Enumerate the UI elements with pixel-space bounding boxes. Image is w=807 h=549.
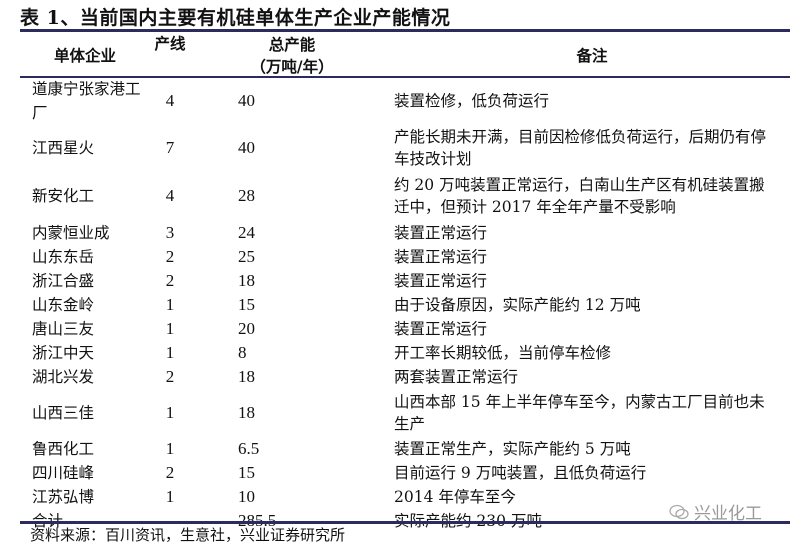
header-notes: 备注 xyxy=(576,45,608,65)
table-row: 四川硅峰 2 15 目前运行 9 万吨装置，且低负荷运行 xyxy=(20,461,790,485)
company-cell: 内蒙恒业成 xyxy=(32,224,110,242)
capacity-cell: 15 xyxy=(238,295,255,314)
notes-cell: 约 20 万吨装置正常运行，白南山生产区有机硅装置搬迁中，但预计 2017 年全… xyxy=(394,176,765,216)
capacity-cell: 25 xyxy=(238,247,255,266)
capacity-cell: 10 xyxy=(238,487,255,506)
bottom-rule xyxy=(20,521,790,524)
lines-cell: 2 xyxy=(165,463,175,482)
table-row: 鲁西化工 1 6.5 装置正常生产，实际产能约 5 万吨 xyxy=(20,437,790,461)
lines-cell: 1 xyxy=(165,319,175,338)
notes-cell: 装置正常运行 xyxy=(394,224,488,242)
lines-cell: 4 xyxy=(165,186,175,205)
table-row: 浙江中天 1 8 开工率长期较低，当前停车检修 xyxy=(20,341,790,365)
company-cell: 四川硅峰 xyxy=(32,464,95,482)
capacity-cell: 285.5 xyxy=(190,509,394,533)
table-row: 新安化工 4 28 约 20 万吨装置正常运行，白南山生产区有机硅装置搬迁中，但预计 … xyxy=(20,171,790,221)
watermark: 兴业化工 xyxy=(668,499,762,524)
capacity-cell: 18 xyxy=(238,367,255,386)
header-capacity: 总产能 （万吨/年） xyxy=(190,32,394,77)
company-cell: 江西星火 xyxy=(32,139,95,157)
source-note: 资料来源：百川资讯，生意社，兴业证券研究所 xyxy=(30,526,346,544)
company-cell: 鲁西化工 xyxy=(32,440,95,458)
notes-cell: 装置正常运行 xyxy=(394,248,488,266)
capacity-cell: 20 xyxy=(238,319,255,338)
company-cell: 新安化工 xyxy=(32,187,95,205)
lines-cell: 2 xyxy=(165,247,175,266)
capacity-cell: 40 xyxy=(238,91,255,110)
company-cell: 浙江合盛 xyxy=(32,272,95,290)
header-capacity-unit: （万吨/年） xyxy=(250,56,334,76)
notes-cell: 产能长期未开满，目前因检修低负荷运行，后期仍有停车技改计划 xyxy=(394,128,767,168)
lines-cell: 4 xyxy=(165,91,175,110)
table-title: 表 1、当前国内主要有机硅单体生产企业产能情况 xyxy=(20,7,451,29)
lines-cell: 7 xyxy=(165,138,175,157)
capacity-table: 单体企业 产线 总产能 （万吨/年） 备注 道康宁张家港工厂 4 40 装置检修，低负荷… xyxy=(20,32,790,533)
header-company: 单体企业 xyxy=(53,45,116,65)
table-row: 山东金岭 1 15 由于设备原因，实际产能约 12 万吨 xyxy=(20,293,790,317)
capacity-cell: 6.5 xyxy=(238,439,260,458)
lines-cell: 1 xyxy=(165,295,175,314)
header-row: 单体企业 产线 总产能 （万吨/年） 备注 xyxy=(20,32,790,77)
table-row: 唐山三友 1 20 装置正常运行 xyxy=(20,317,790,341)
lines-cell: 2 xyxy=(165,271,175,290)
table-row: 江苏弘博 1 10 2014 年停车至今 xyxy=(20,485,790,509)
company-cell: 江苏弘博 xyxy=(32,488,95,506)
notes-cell: 两套装置正常运行 xyxy=(394,368,519,386)
notes-cell: 开工率长期较低，当前停车检修 xyxy=(394,344,612,362)
watermark-text: 兴业化工 xyxy=(694,504,762,524)
lines-cell: 2 xyxy=(165,367,175,386)
capacity-cell: 15 xyxy=(238,463,255,482)
company-cell: 山东金岭 xyxy=(32,296,95,314)
notes-cell: 装置检修，低负荷运行 xyxy=(394,92,550,110)
table-row: 山东东岳 2 25 装置正常运行 xyxy=(20,245,790,269)
table-row: 道康宁张家港工厂 4 40 装置检修，低负荷运行 xyxy=(20,77,790,125)
notes-cell: 装置正常运行 xyxy=(394,320,488,338)
lines-cell: 3 xyxy=(165,223,175,242)
company-cell: 山西三佳 xyxy=(32,404,95,422)
notes-cell: 由于设备原因，实际产能约 12 万吨 xyxy=(394,296,641,314)
lines-cell: 1 xyxy=(165,487,175,506)
table-row: 内蒙恒业成 3 24 装置正常运行 xyxy=(20,221,790,245)
notes-cell: 目前运行 9 万吨装置，且低负荷运行 xyxy=(394,464,647,482)
table-row: 湖北兴发 2 18 两套装置正常运行 xyxy=(20,365,790,389)
table-row: 山西三佳 1 18 山西本部 15 年上半年停车至今，内蒙古工厂目前也未生产 xyxy=(20,389,790,437)
capacity-cell: 28 xyxy=(238,186,255,205)
notes-cell: 山西本部 15 年上半年停车至今，内蒙古工厂目前也未生产 xyxy=(394,393,765,433)
lines-cell: 1 xyxy=(165,343,175,362)
top-rule xyxy=(20,29,790,32)
capacity-cell: 18 xyxy=(238,403,255,422)
company-cell: 湖北兴发 xyxy=(32,368,95,386)
notes-cell: 装置正常运行 xyxy=(394,272,488,290)
table-row: 江西星火 7 40 产能长期未开满，目前因检修低负荷运行，后期仍有停车技改计划 xyxy=(20,125,790,171)
company-cell: 道康宁张家港工厂 xyxy=(32,80,141,122)
company-cell: 山东东岳 xyxy=(32,248,95,266)
header-rule xyxy=(20,76,790,78)
notes-cell: 2014 年停车至今 xyxy=(394,488,516,506)
capacity-cell: 24 xyxy=(238,223,255,242)
capacity-cell: 18 xyxy=(238,271,255,290)
company-cell: 浙江中天 xyxy=(32,344,95,362)
company-cell: 唐山三友 xyxy=(32,320,95,338)
header-lines: 产线 xyxy=(154,34,186,53)
wechat-icon xyxy=(669,504,689,519)
header-capacity-label: 总产能 xyxy=(268,34,316,54)
table-row: 浙江合盛 2 18 装置正常运行 xyxy=(20,269,790,293)
lines-cell: 1 xyxy=(165,439,175,458)
notes-cell: 装置正常生产，实际产能约 5 万吨 xyxy=(394,440,631,458)
lines-cell: 1 xyxy=(165,403,175,422)
capacity-cell: 40 xyxy=(238,138,255,157)
capacity-cell: 8 xyxy=(238,343,247,362)
